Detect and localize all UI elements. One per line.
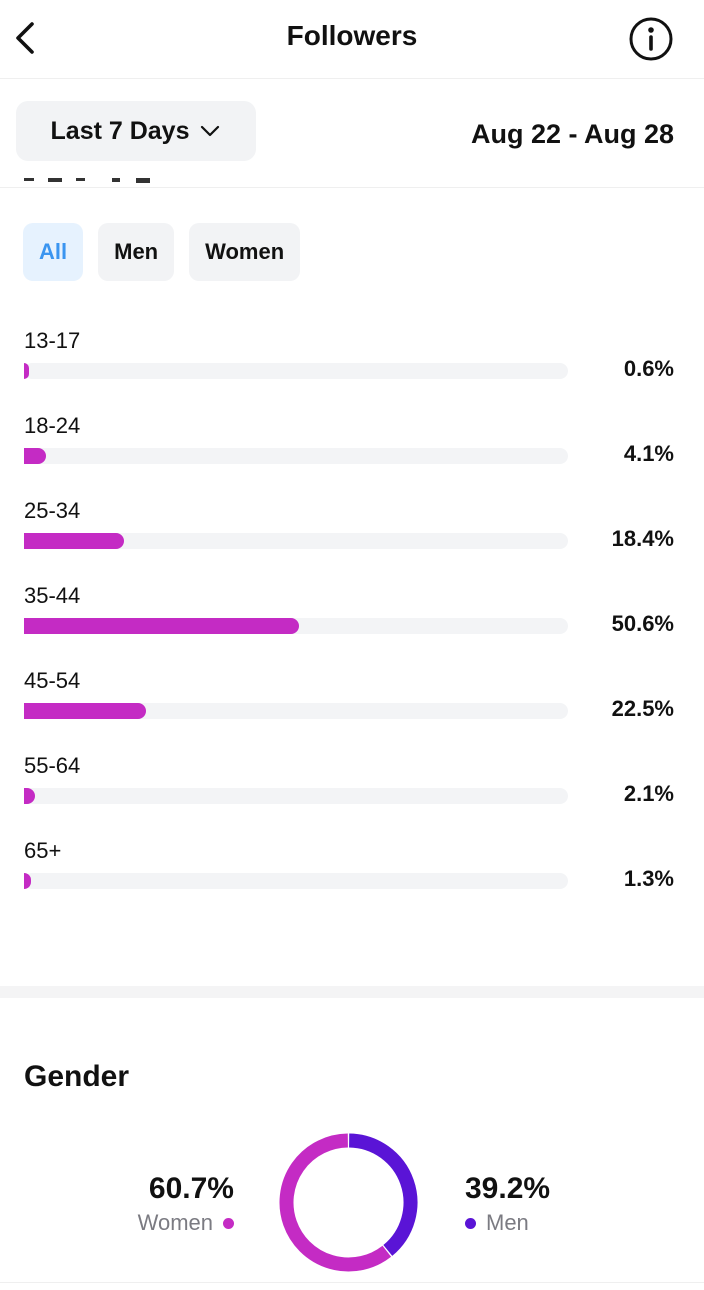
women-label: Women: [137, 1210, 213, 1235]
age-percent: 2.1%: [623, 781, 674, 806]
scrolled-heading-fragment: [24, 178, 150, 183]
age-row: 65+ 1.3%: [24, 838, 674, 923]
header: Followers: [0, 0, 704, 79]
age-bar-track: [24, 533, 568, 549]
age-percent: 0.6%: [623, 356, 674, 381]
age-bar-track: [24, 363, 568, 379]
age-label: 25-34: [24, 498, 81, 523]
donut-slice-women: [279, 1133, 392, 1272]
gender-title: Gender: [24, 1060, 130, 1093]
donut-slice-men: [348, 1133, 418, 1256]
men-percent: 39.2%: [465, 1172, 551, 1205]
age-label: 35-44: [24, 583, 81, 608]
age-label: 18-24: [24, 413, 81, 438]
men-label: Men: [486, 1210, 529, 1235]
date-range-label: Last 7 Days: [50, 116, 190, 145]
age-label: 65+: [24, 838, 62, 863]
info-icon[interactable]: [628, 16, 674, 62]
bottom-divider: [0, 1282, 704, 1283]
date-range-text: Aug 22 - Aug 28: [470, 119, 674, 149]
women-percent: 60.7%: [148, 1172, 234, 1205]
chevron-down-icon: [201, 125, 220, 137]
age-bar: [24, 363, 29, 379]
age-row: 35-44 50.6%: [24, 583, 674, 668]
gender-legend-men: 39.2% Men: [465, 1172, 550, 1236]
section-divider: [0, 986, 704, 998]
age-row: 25-34 18.4%: [24, 498, 674, 583]
age-percent: 50.6%: [611, 611, 674, 636]
age-row: 13-17 0.6%: [24, 328, 674, 413]
age-percent: 1.3%: [623, 866, 674, 891]
chevron-left-icon[interactable]: [8, 18, 48, 58]
age-bar-track: [24, 873, 568, 889]
date-range-dropdown[interactable]: Last 7 Days: [16, 101, 256, 161]
age-row: 45-54 22.5%: [24, 668, 674, 753]
filter-bar: Last 7 Days Aug 22 - Aug 28: [0, 79, 704, 188]
age-bar-track: [24, 448, 568, 464]
women-dot: [223, 1217, 234, 1229]
gender-legend-women: 60.7% Women: [138, 1172, 234, 1236]
age-bar: [24, 703, 147, 719]
age-bar: [24, 788, 36, 804]
age-percent: 22.5%: [611, 696, 674, 721]
gender-filter-tabs: All Men Women: [23, 223, 301, 281]
age-bar: [24, 448, 47, 464]
age-bar-track: [24, 703, 568, 719]
age-bar-track: [24, 788, 568, 804]
age-label: 55-64: [24, 753, 81, 778]
age-bar-track: [24, 618, 568, 634]
page-title: Followers: [286, 20, 418, 51]
tab-men[interactable]: Men: [98, 223, 175, 281]
age-label: 13-17: [24, 328, 81, 353]
age-range-chart: 13-17 0.6% 18-24 4.1% 25-34 18.4% 35-44 50.6% 45…: [24, 328, 674, 923]
men-dot: [465, 1217, 476, 1229]
gender-donut: [279, 1133, 418, 1272]
age-label: 45-54: [24, 668, 81, 693]
age-percent: 18.4%: [611, 526, 674, 551]
age-bar: [24, 533, 125, 549]
age-percent: 4.1%: [623, 441, 674, 466]
tab-women[interactable]: Women: [189, 223, 301, 281]
age-bar: [24, 873, 32, 889]
age-bar: [24, 618, 300, 634]
age-row: 55-64 2.1%: [24, 753, 674, 838]
age-row: 18-24 4.1%: [24, 413, 674, 498]
tab-all[interactable]: All: [23, 223, 84, 281]
